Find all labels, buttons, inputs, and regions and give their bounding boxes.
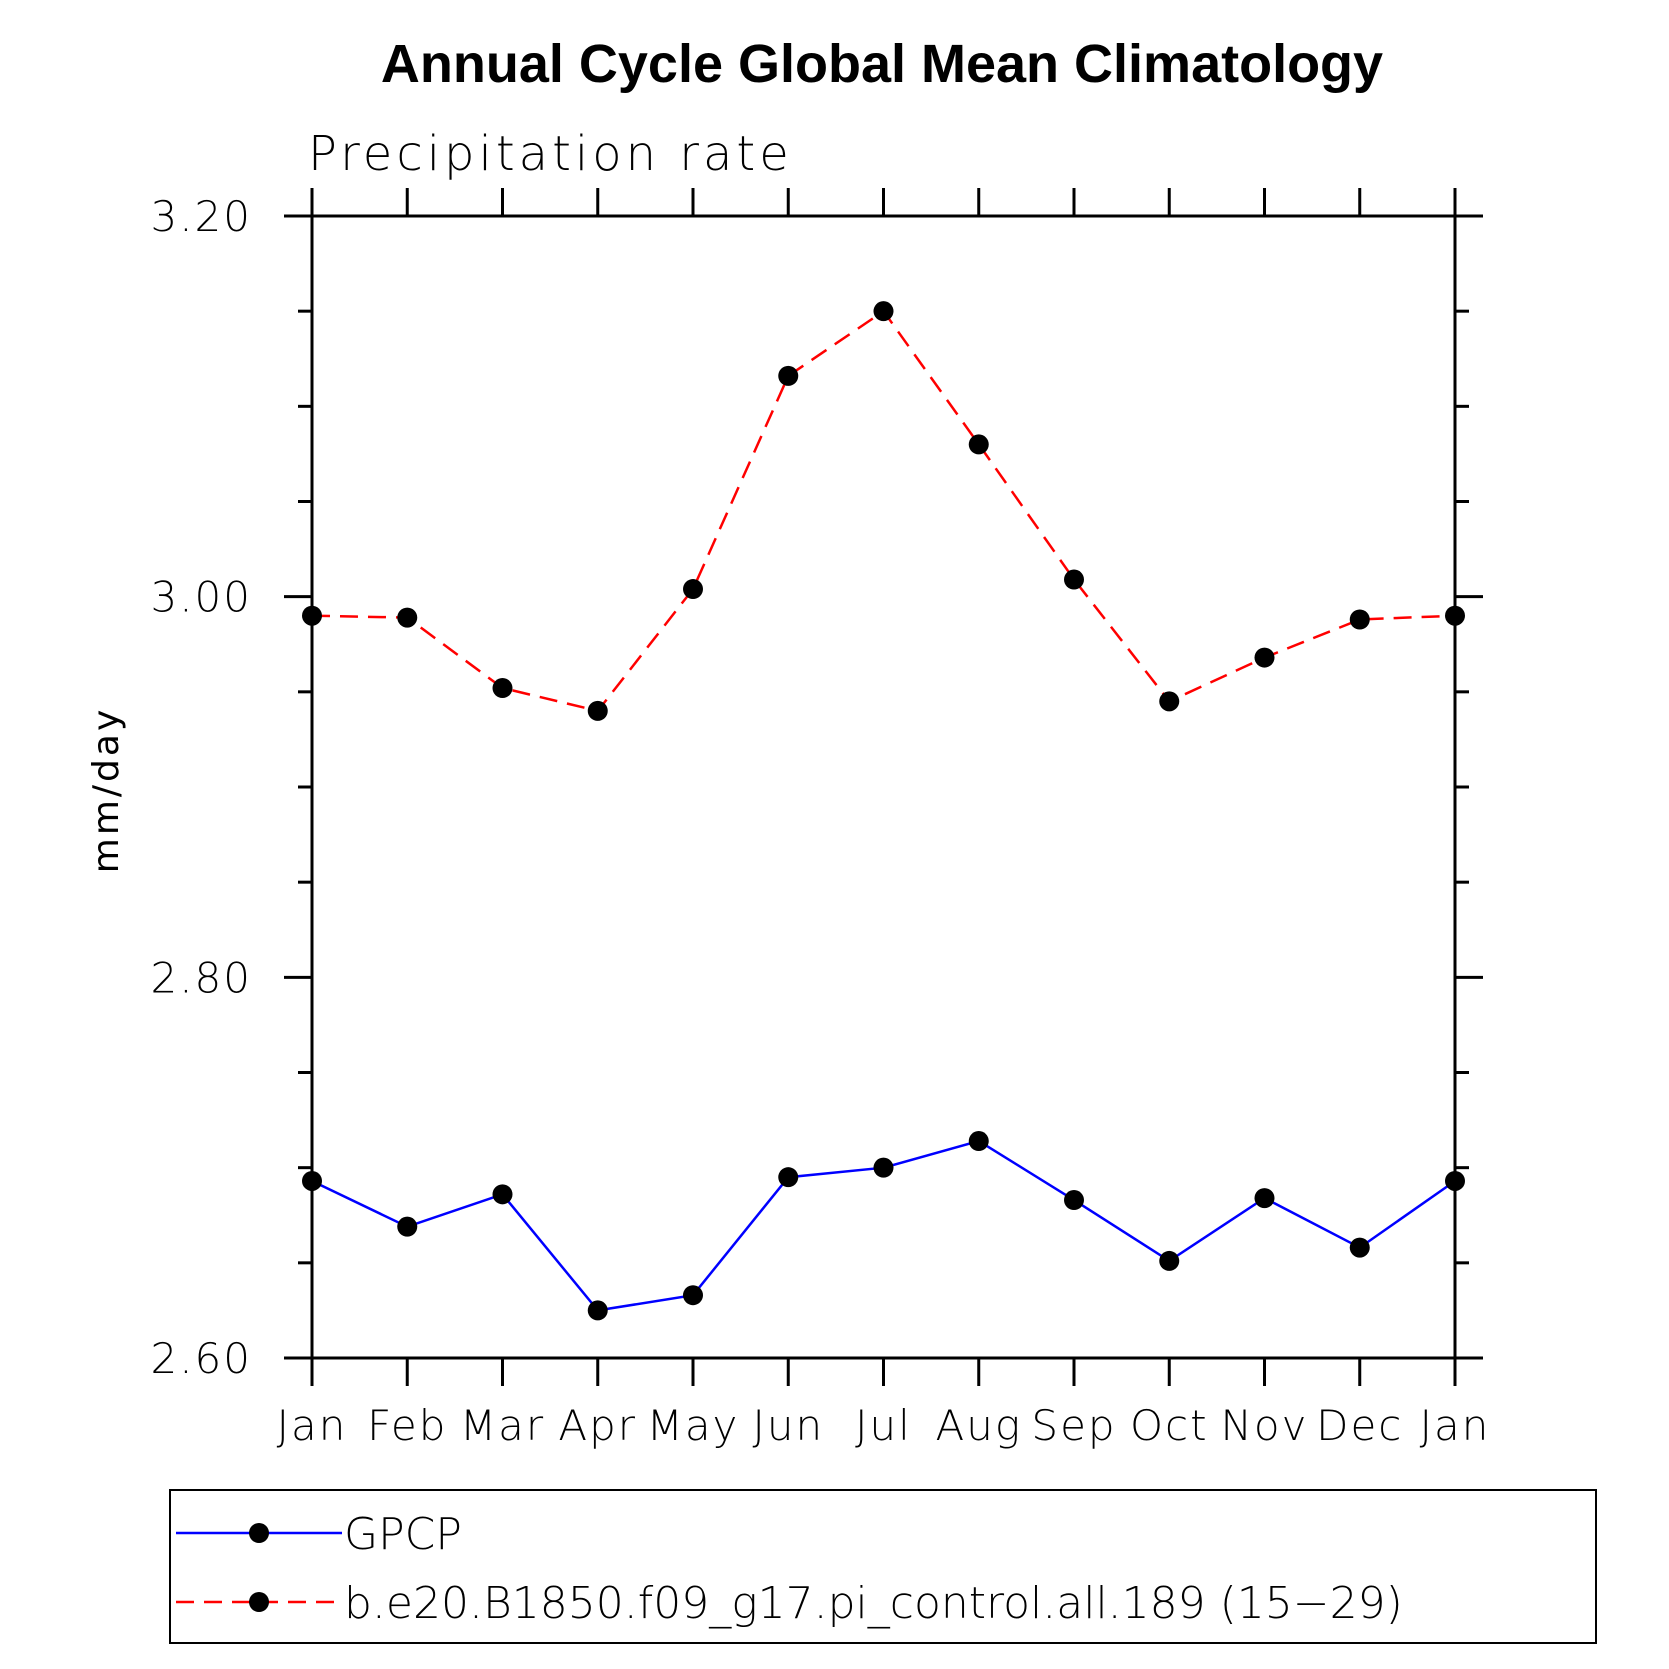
x-tick-labels: Jan Feb Mar Apr May Jun Jul Aug Sep Oct Nov Dec Jan	[277, 1401, 1491, 1450]
x-tick-label: Jan	[277, 1401, 348, 1450]
x-tick-label: Dec	[1316, 1401, 1403, 1450]
data-point	[587, 700, 608, 721]
legend-box	[169, 1489, 1597, 1644]
data-point	[778, 1167, 799, 1188]
y-axis-label: mm/day	[86, 707, 127, 873]
series-line	[311, 309, 1456, 713]
x-tick-label: Jan	[1420, 1401, 1491, 1450]
y-tick-label: 2.60	[150, 1334, 252, 1383]
x-tick-label: Aug	[935, 1401, 1022, 1450]
data-point	[683, 1285, 703, 1306]
y-tick-label: 2.80	[150, 953, 252, 1002]
data-point	[1254, 647, 1275, 668]
series-points	[302, 301, 1465, 1321]
data-point	[1254, 1188, 1275, 1209]
x-tick-label: Jul	[855, 1401, 912, 1450]
chart-title: Annual Cycle Global Mean Climatology	[381, 34, 1383, 94]
x-tick-label: Sep	[1031, 1401, 1116, 1450]
y-tick-label: 3.20	[150, 192, 252, 241]
data-point	[873, 301, 894, 322]
legend-label: GPCP	[344, 1509, 462, 1560]
x-tick-label: Oct	[1130, 1401, 1209, 1450]
data-point	[968, 1131, 989, 1152]
data-point	[587, 1300, 608, 1321]
data-point	[1349, 609, 1370, 630]
plot-frame	[310, 214, 1457, 1360]
legend: GPCP b.e20.B1850.f09_g17.pi_control.all.1…	[169, 1489, 1597, 1644]
data-point	[397, 1216, 418, 1237]
x-tick-label: Mar	[460, 1401, 545, 1450]
y-tick-label: 3.00	[150, 573, 252, 622]
data-point	[1349, 1237, 1370, 1258]
data-point	[873, 1157, 894, 1178]
y-tick-labels: 2.60 2.80 3.00 3.20	[150, 192, 252, 1383]
data-point	[968, 434, 989, 455]
legend-marker	[249, 1592, 269, 1612]
x-tick-label: Jun	[752, 1401, 824, 1450]
data-point	[1159, 691, 1180, 712]
data-point	[683, 579, 703, 600]
legend-marker	[249, 1523, 269, 1543]
data-point	[492, 1184, 513, 1205]
chart-subtitle: Precipitation rate	[308, 126, 793, 182]
legend-label: b.e20.B1850.f09_g17.pi_control.all.189 (…	[344, 1578, 1403, 1629]
data-point	[1064, 1190, 1084, 1211]
data-point	[778, 365, 799, 386]
x-tick-label: Nov	[1221, 1401, 1309, 1450]
x-tick-label: May	[647, 1401, 740, 1450]
axis-ticks	[284, 188, 1483, 1386]
data-point	[1064, 569, 1084, 590]
x-tick-label: Apr	[558, 1401, 637, 1450]
data-point	[397, 607, 418, 628]
x-tick-label: Feb	[367, 1401, 447, 1450]
data-point	[1159, 1250, 1180, 1271]
data-point	[492, 678, 513, 699]
